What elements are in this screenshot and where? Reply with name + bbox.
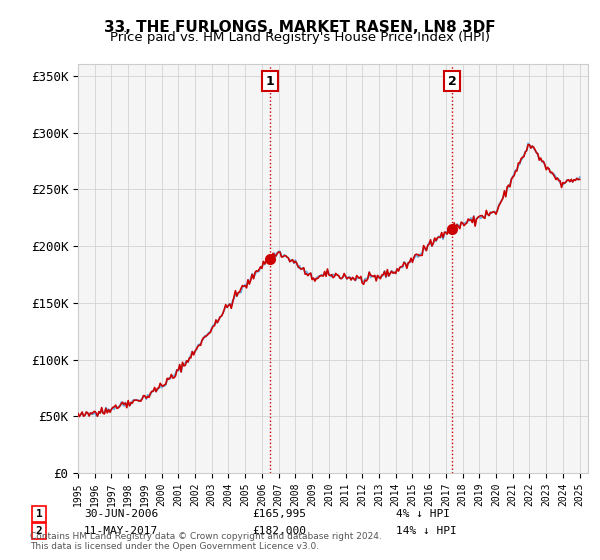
- Text: 1: 1: [266, 74, 275, 87]
- Text: 2: 2: [35, 526, 43, 536]
- Text: 2: 2: [448, 74, 457, 87]
- Text: 4% ↓ HPI: 4% ↓ HPI: [396, 509, 450, 519]
- Text: £165,995: £165,995: [252, 509, 306, 519]
- Text: 30-JUN-2006: 30-JUN-2006: [84, 509, 158, 519]
- Text: Price paid vs. HM Land Registry's House Price Index (HPI): Price paid vs. HM Land Registry's House …: [110, 31, 490, 44]
- Text: £182,000: £182,000: [252, 526, 306, 536]
- Text: 33, THE FURLONGS, MARKET RASEN, LN8 3DF: 33, THE FURLONGS, MARKET RASEN, LN8 3DF: [104, 20, 496, 35]
- Text: 1: 1: [35, 509, 43, 519]
- Text: 11-MAY-2017: 11-MAY-2017: [84, 526, 158, 536]
- Text: 14% ↓ HPI: 14% ↓ HPI: [396, 526, 457, 536]
- Text: Contains HM Land Registry data © Crown copyright and database right 2024.
This d: Contains HM Land Registry data © Crown c…: [30, 531, 382, 551]
